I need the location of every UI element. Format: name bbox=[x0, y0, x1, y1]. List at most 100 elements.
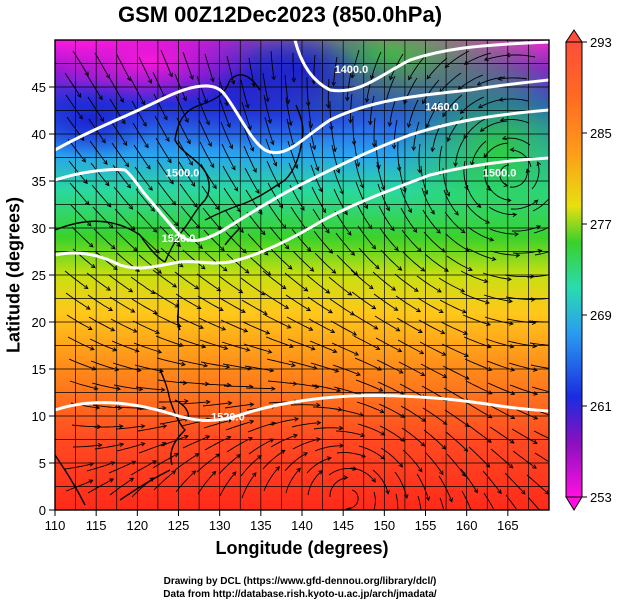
streamline-arrowhead bbox=[257, 455, 262, 460]
streamline bbox=[136, 210, 158, 233]
streamline-arrowhead bbox=[86, 221, 92, 227]
streamline bbox=[133, 342, 162, 353]
streamline bbox=[355, 181, 368, 209]
streamline-arrowhead bbox=[188, 160, 193, 166]
streamline bbox=[284, 74, 289, 104]
streamline-arrowhead bbox=[315, 437, 321, 442]
streamline-arrowhead bbox=[359, 183, 364, 189]
streamline-arrowhead bbox=[118, 424, 124, 429]
streamline bbox=[460, 270, 488, 283]
streamline-arrowhead bbox=[98, 95, 103, 101]
streamline-arrowhead bbox=[463, 60, 469, 65]
streamline bbox=[64, 72, 82, 98]
streamline-arrowhead bbox=[550, 192, 553, 196]
streamline bbox=[175, 95, 189, 123]
streamline-arrowhead bbox=[271, 421, 277, 426]
streamline bbox=[389, 97, 397, 127]
streamline-arrowhead bbox=[290, 362, 296, 368]
streamline bbox=[160, 435, 189, 447]
streamline-arrowhead bbox=[543, 515, 547, 519]
streamline-arrowhead bbox=[423, 190, 429, 195]
streamline bbox=[418, 143, 421, 173]
y-axis-label: Latitude (degrees) bbox=[3, 196, 24, 354]
y-tick-label: 0 bbox=[39, 503, 46, 518]
streamline-arrowhead bbox=[291, 77, 297, 83]
streamline-arrowhead bbox=[267, 349, 273, 354]
streamline-arrowhead bbox=[445, 522, 449, 526]
streamline bbox=[157, 181, 176, 206]
streamline-arrowhead bbox=[412, 228, 418, 233]
streamline-arrowhead bbox=[426, 74, 431, 80]
streamline-arrowhead bbox=[348, 118, 353, 124]
streamline bbox=[526, 474, 549, 495]
streamline bbox=[421, 187, 435, 215]
streamline bbox=[156, 159, 174, 185]
streamline bbox=[463, 160, 468, 190]
streamline-arrowhead bbox=[316, 420, 322, 426]
streamline-arrowhead bbox=[325, 228, 330, 234]
streamline bbox=[346, 71, 352, 101]
streamline-arrowhead bbox=[245, 347, 251, 352]
streamline-arrowhead bbox=[189, 75, 194, 80]
streamline-arrowhead bbox=[255, 189, 260, 194]
streamline-arrowhead bbox=[224, 101, 229, 107]
streamline-arrowhead bbox=[509, 147, 515, 152]
streamline bbox=[262, 450, 286, 470]
streamline-arrowhead bbox=[330, 328, 336, 334]
streamline-arrowhead bbox=[309, 267, 315, 272]
streamline bbox=[285, 467, 301, 494]
streamline-arrowhead bbox=[364, 98, 370, 103]
streamline-arrowhead bbox=[402, 187, 407, 193]
streamline bbox=[270, 434, 298, 448]
streamline bbox=[197, 471, 217, 495]
streamline-arrowhead bbox=[222, 266, 228, 272]
y-tick-label: 20 bbox=[32, 315, 46, 330]
streamline-arrowhead bbox=[515, 253, 521, 258]
streamline bbox=[284, 452, 308, 472]
streamline bbox=[111, 142, 129, 167]
streamline-arrowhead bbox=[387, 122, 393, 127]
streamline-arrowhead bbox=[532, 464, 537, 469]
streamline-arrowhead bbox=[284, 244, 290, 250]
streamline-arrowhead bbox=[263, 250, 269, 256]
streamline bbox=[379, 227, 399, 251]
streamline-arrowhead bbox=[148, 186, 153, 191]
streamline-arrowhead bbox=[205, 120, 210, 126]
streamline bbox=[350, 93, 353, 123]
streamline bbox=[199, 339, 228, 350]
streamline bbox=[263, 292, 289, 309]
streamline bbox=[204, 53, 214, 82]
streamline bbox=[460, 96, 485, 114]
streamline bbox=[307, 98, 312, 128]
streamline bbox=[510, 199, 538, 210]
x-tick-label: 160 bbox=[456, 518, 478, 533]
streamline-arrowhead bbox=[315, 402, 321, 408]
streamline bbox=[218, 275, 243, 294]
streamline-arrowhead bbox=[487, 390, 493, 395]
streamline-arrowhead bbox=[99, 117, 105, 122]
streamline-arrowhead bbox=[146, 164, 151, 170]
streamline bbox=[527, 496, 541, 510]
streamline-arrowhead bbox=[420, 371, 426, 376]
streamline-arrowhead bbox=[225, 364, 231, 369]
streamline-arrowhead bbox=[287, 265, 293, 270]
streamline bbox=[114, 406, 144, 409]
streamline bbox=[487, 184, 511, 201]
streamline bbox=[334, 408, 364, 416]
streamline bbox=[269, 226, 290, 250]
streamline-arrowhead bbox=[419, 350, 425, 355]
contour-label: 1400.0 bbox=[335, 64, 369, 76]
streamline bbox=[531, 161, 540, 190]
streamline-arrowhead bbox=[280, 449, 286, 455]
streamline-arrowhead bbox=[293, 433, 298, 439]
streamline-arrowhead bbox=[552, 272, 556, 276]
streamline bbox=[285, 294, 311, 311]
streamline-arrowhead bbox=[422, 99, 427, 105]
streamline bbox=[402, 251, 425, 272]
streamline-arrowhead bbox=[371, 244, 377, 250]
streamline-arrowhead bbox=[281, 224, 287, 230]
streamline-arrowhead bbox=[106, 286, 111, 291]
streamline-arrowhead bbox=[199, 324, 204, 329]
streamline-arrowhead bbox=[233, 186, 239, 192]
streamline-arrowhead bbox=[103, 160, 108, 165]
